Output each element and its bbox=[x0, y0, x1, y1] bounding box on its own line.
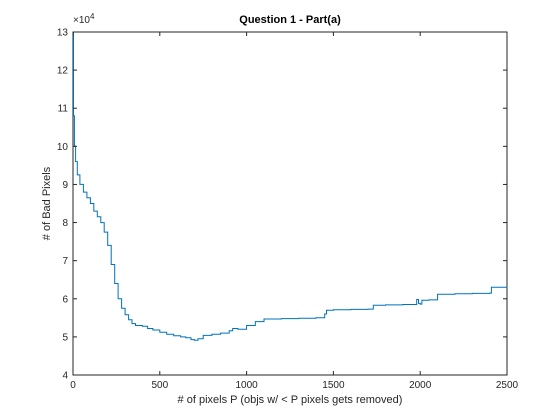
x-tick-label: 1000 bbox=[235, 380, 258, 391]
x-tick-label: 2000 bbox=[409, 380, 432, 391]
y-tick-label: 4 bbox=[62, 371, 68, 382]
y-axis: 4 5 6 7 8 9 10 11 12 13 bbox=[57, 28, 507, 382]
plot-area bbox=[72, 31, 508, 376]
y-tick-label: 5 bbox=[62, 332, 68, 343]
y-axis-label: # of Bad Pixels bbox=[41, 166, 53, 240]
x-tick-label: 2500 bbox=[496, 380, 519, 391]
y-tick-label: 10 bbox=[57, 142, 69, 153]
chart-title: Question 1 - Part(a) bbox=[239, 14, 341, 26]
x-tick-label: 1500 bbox=[322, 380, 345, 391]
y-tick-label: 6 bbox=[62, 294, 68, 305]
x-tick-label: 500 bbox=[151, 380, 168, 391]
y-exponent-label: ×104 bbox=[73, 12, 95, 26]
y-exponent-power: 4 bbox=[90, 12, 95, 21]
y-tick-label: 9 bbox=[62, 180, 68, 191]
series-line bbox=[73, 31, 508, 341]
y-tick-label: 11 bbox=[58, 104, 69, 115]
x-tick-label: 0 bbox=[70, 380, 76, 391]
y-exponent-base: ×10 bbox=[73, 15, 90, 26]
y-tick-label: 8 bbox=[62, 218, 68, 229]
y-tick-label: 7 bbox=[62, 256, 68, 267]
plot-frame bbox=[72, 31, 508, 376]
x-axis: 0 500 1000 1500 2000 2500 bbox=[70, 32, 519, 391]
y-tick-label: 12 bbox=[57, 66, 69, 77]
y-tick-label: 13 bbox=[57, 28, 69, 39]
x-axis-label: # of pixels P (objs w/ < P pixels gets r… bbox=[178, 394, 403, 406]
